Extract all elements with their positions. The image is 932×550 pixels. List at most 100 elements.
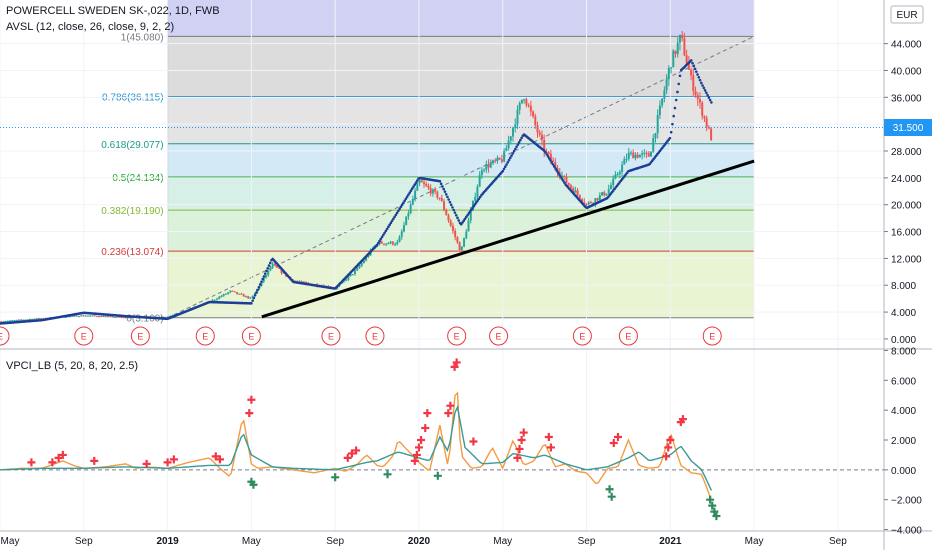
vpci-buy-marker-1: [48, 458, 57, 467]
avsl-point: [375, 243, 379, 247]
candle-body: [647, 153, 650, 157]
candle-body: [216, 298, 219, 300]
candle-body: [465, 231, 468, 239]
candle-body: [106, 316, 109, 318]
candle-body: [402, 225, 405, 232]
candle-body: [218, 296, 221, 299]
candle-body: [467, 220, 470, 232]
currency-button[interactable]: [890, 5, 924, 24]
candle-body: [100, 316, 103, 318]
candle-body: [698, 99, 701, 103]
avsl-point: [554, 167, 557, 170]
candle-body: [574, 190, 577, 193]
candle-body: [224, 293, 227, 295]
vpci-buy-marker-31: [546, 443, 555, 452]
candle-body: [618, 171, 621, 175]
candle-body: [91, 315, 94, 317]
vpci-buy-marker-10: [245, 409, 254, 418]
avsl-point: [708, 98, 712, 102]
candle-body: [667, 67, 670, 80]
vpci-buy-marker-32: [609, 438, 618, 447]
vpci-legend: VPCI_LB (5, 20, 8, 20, 2.5): [6, 360, 138, 372]
earnings-marker-label-5: E: [328, 332, 334, 342]
avsl-point: [520, 136, 523, 140]
avsl-point: [561, 179, 565, 182]
candle-body: [82, 315, 85, 317]
avsl-point: [412, 185, 415, 188]
avsl-point: [456, 216, 459, 220]
vpci-buy-marker-21: [444, 409, 453, 418]
candle-body: [380, 241, 383, 244]
vpci-buy-marker-5: [142, 459, 151, 468]
candle-body: [505, 148, 508, 152]
avsl-point: [691, 61, 694, 65]
time-tick-1: Sep: [75, 536, 93, 547]
avsl-point: [256, 288, 259, 292]
avsl-point: [452, 208, 456, 212]
candle-body: [670, 67, 673, 69]
candle-body: [382, 243, 385, 245]
avsl-point: [382, 233, 385, 237]
avsl-point: [515, 145, 518, 149]
candle-body: [489, 163, 492, 168]
candle-body: [31, 319, 34, 321]
avsl-point: [477, 197, 481, 201]
candle-body: [347, 276, 350, 280]
candle-body: [387, 243, 390, 245]
vpci-tick-4: 0.000: [891, 466, 916, 477]
candle-body: [554, 161, 557, 168]
earnings-marker-9: [572, 326, 592, 346]
avsl-point: [506, 160, 510, 164]
earnings-marker-label-3: E: [202, 332, 208, 342]
avsl-point: [438, 179, 442, 183]
avsl-point: [267, 264, 271, 267]
avsl-point: [549, 159, 552, 162]
avsl-point: [268, 261, 272, 265]
candle-body: [360, 263, 363, 266]
avsl-point: [448, 200, 452, 204]
fib-level-label-0.5: 0.5(24.134): [112, 173, 163, 184]
candle-body: [636, 154, 639, 158]
avsl-point: [703, 89, 707, 92]
candle-body: [478, 175, 481, 187]
candle-body: [596, 198, 599, 200]
earnings-marker-5: [321, 326, 341, 346]
candle-body: [240, 293, 243, 295]
avsl-point: [409, 189, 413, 192]
candle-body: [213, 299, 216, 301]
candle-body: [705, 118, 708, 128]
fib-level-label-0.618: 0.618(29.077): [101, 140, 163, 151]
avsl-point: [388, 223, 391, 227]
candle-body: [24, 319, 27, 321]
candle-body: [449, 220, 452, 226]
support-trendline: [261, 159, 755, 319]
candle-body: [118, 316, 121, 318]
fibonacci-retracement[interactable]: 1(45.080) 0.786(36.115) 0.618(29.077) 0.5(2…: [101, 0, 755, 325]
fib-band-1: [167, 36, 755, 97]
candle-body: [658, 105, 661, 116]
vpci-buy-marker-26: [513, 453, 522, 462]
avsl-point: [252, 296, 256, 300]
candle-body: [623, 159, 626, 165]
vpci-tick-1: 6.000: [891, 376, 916, 387]
candle-body: [4, 321, 7, 323]
vpci-buy-marker-17: [414, 443, 423, 452]
candle-body: [229, 290, 232, 293]
avsl-point: [701, 84, 704, 87]
trend-layer[interactable]: [261, 159, 755, 319]
candle-body: [356, 267, 359, 271]
last-price-badge: [884, 119, 932, 137]
candle-body: [398, 237, 401, 242]
avsl-point: [447, 198, 451, 201]
candle-body: [616, 174, 619, 176]
candle-body: [654, 133, 657, 139]
avsl-point: [463, 217, 467, 221]
candle-body: [681, 34, 684, 39]
time-tick-8: 2021: [659, 536, 682, 547]
candle-body: [276, 265, 279, 268]
vpci-tick-6: −4.000: [891, 526, 922, 537]
price-tick-11: 0.000: [891, 335, 916, 346]
avsl-point: [443, 190, 447, 193]
candle-body: [536, 125, 539, 133]
